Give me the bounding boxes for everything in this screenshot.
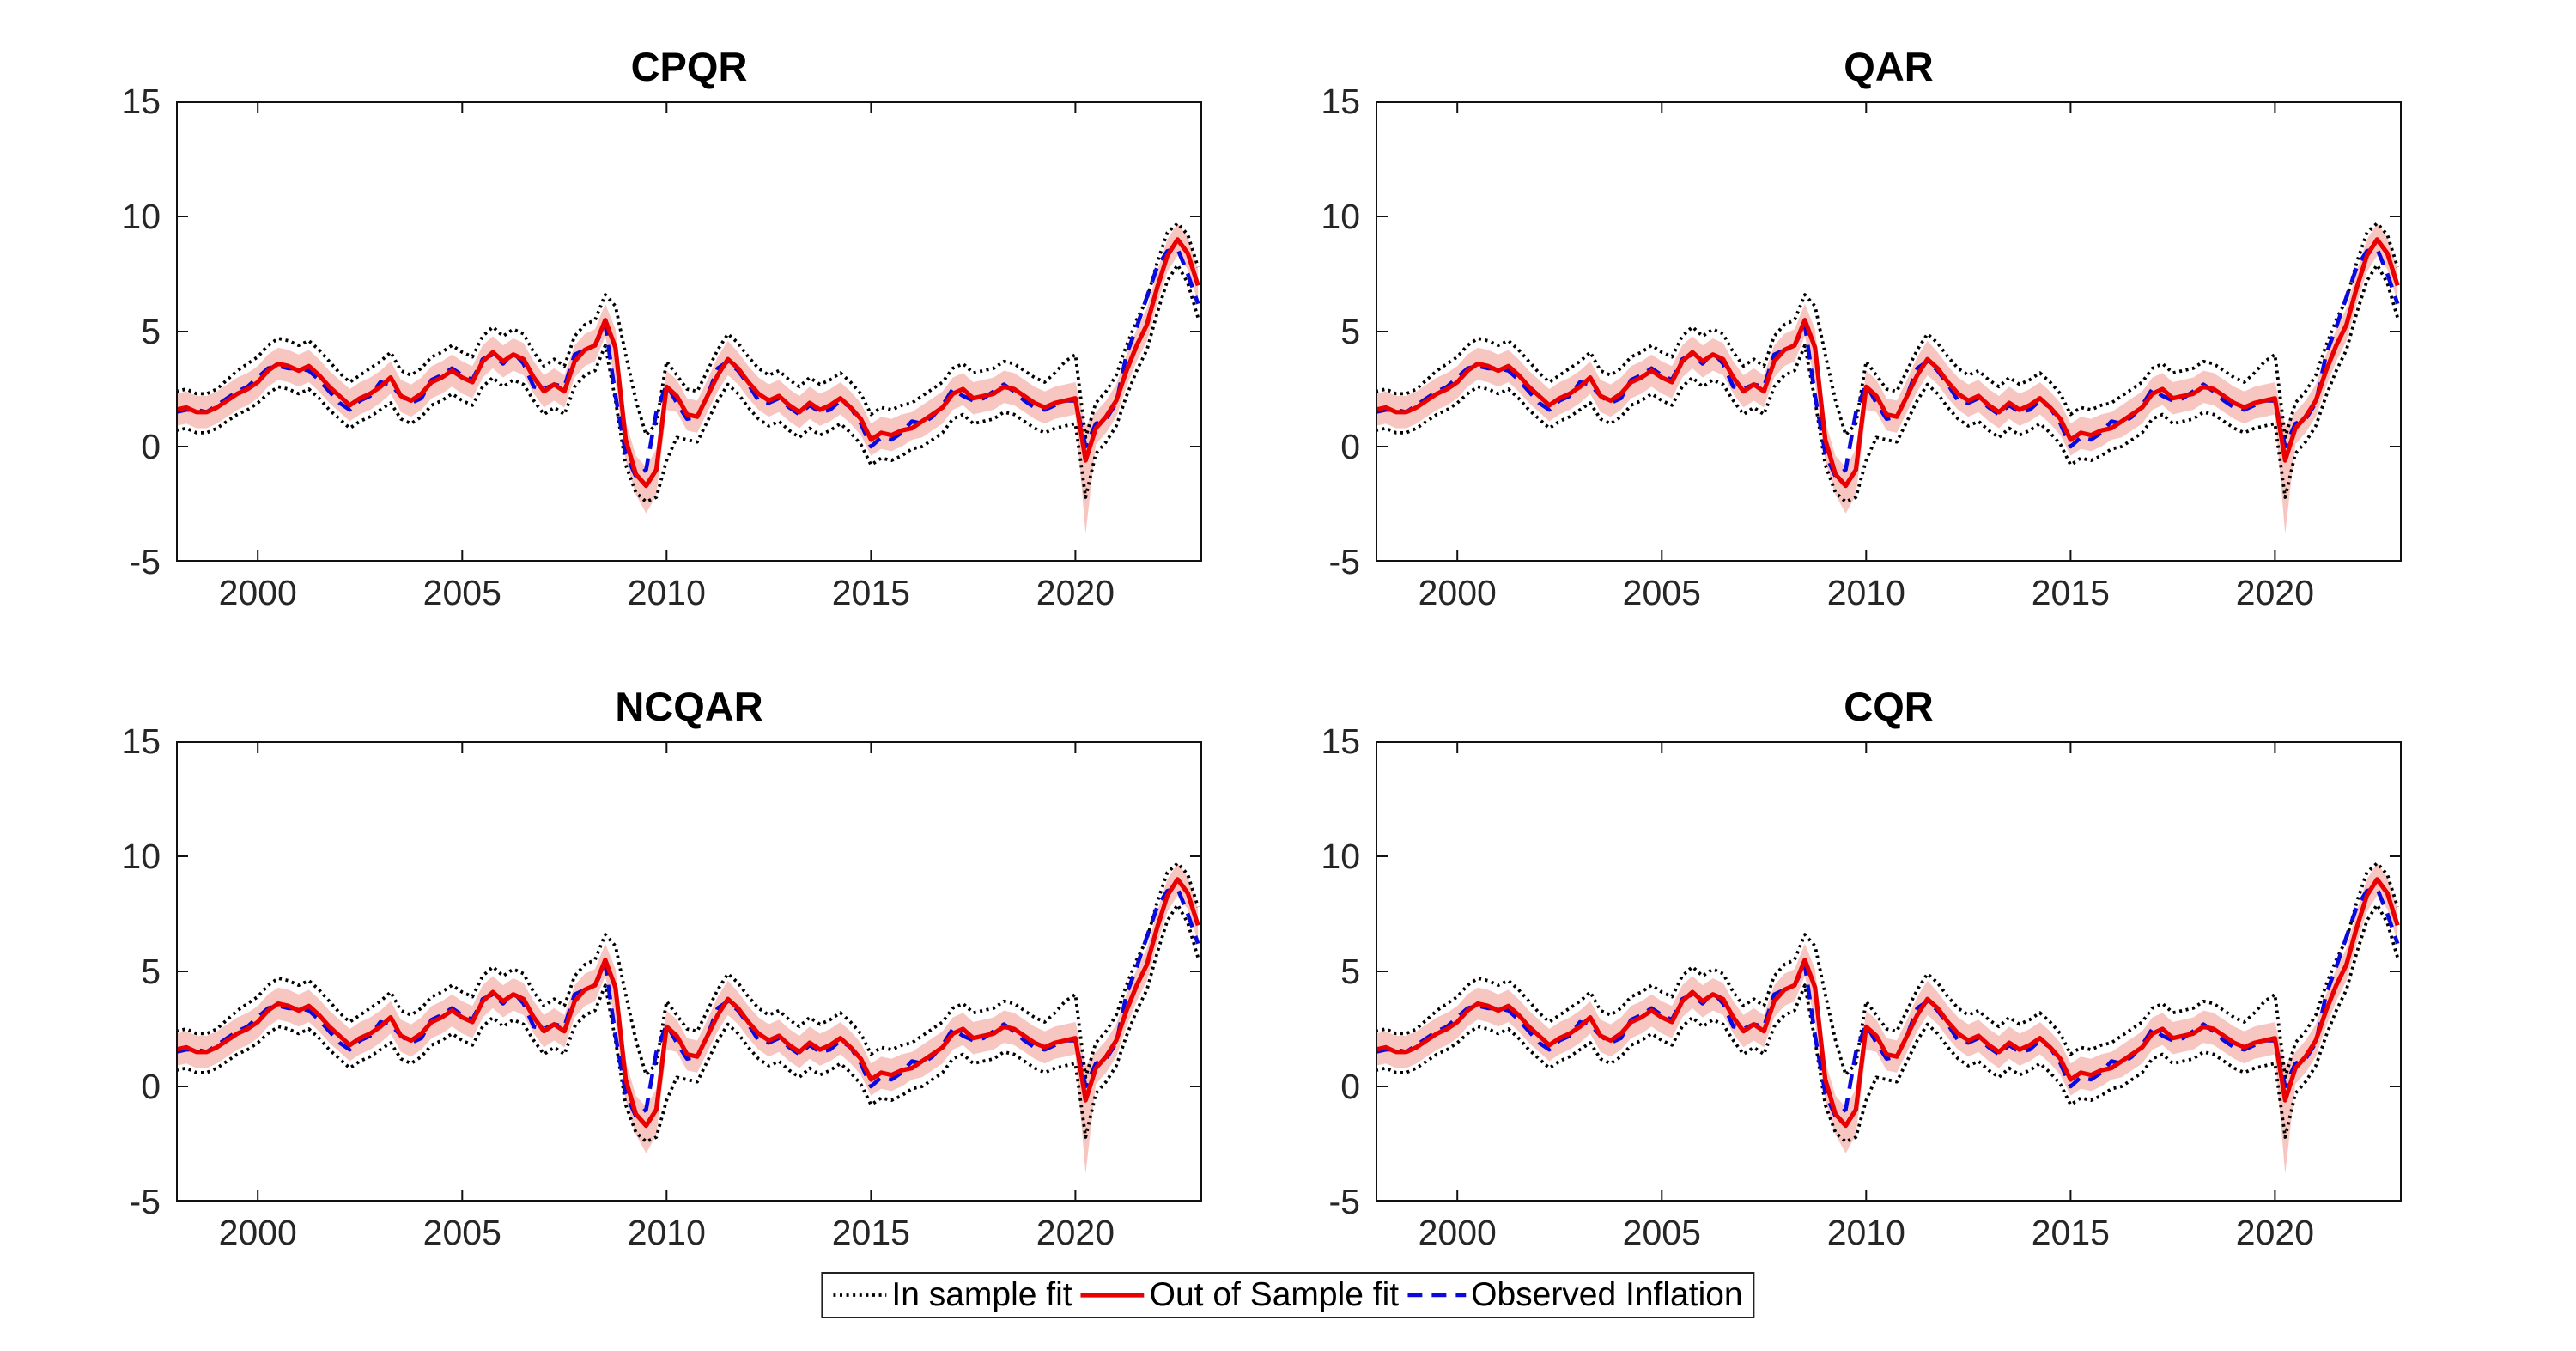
- x-tick-label: 2015: [831, 573, 910, 612]
- series-line-in-sample-fit-lower-: [176, 263, 1200, 504]
- legend-label-in-sample: In sample fit: [891, 1276, 1072, 1313]
- y-tick-label: -5: [1328, 542, 1360, 581]
- plot-svg-cqr: [1376, 741, 2402, 1202]
- legend-label-observed: Observed Inflation: [1471, 1276, 1743, 1313]
- legend-item-in-sample: In sample fit: [833, 1276, 1072, 1314]
- x-tick-label: 2015: [831, 1213, 910, 1252]
- y-tick-label: 15: [121, 82, 161, 121]
- x-tick-label: 2005: [422, 1213, 501, 1252]
- x-tick-label: 2010: [1826, 1213, 1905, 1252]
- plot-series-group: [1376, 861, 2400, 1174]
- x-tick-label: 2020: [2235, 573, 2315, 612]
- y-tick-label: 0: [141, 427, 161, 466]
- confidence-band: [176, 863, 1199, 1174]
- y-tick-label: 15: [1321, 82, 1360, 121]
- x-tick-label: 2010: [627, 1213, 706, 1252]
- axes-box: [1376, 101, 2402, 562]
- y-tick-label: -5: [1328, 1182, 1360, 1221]
- panel-cqr: CQR -5 0 5 10 15 2000 2005 2010 2015 2020: [1321, 684, 2402, 1251]
- panel-title-cqr: CQR: [1844, 684, 1934, 729]
- y-tick-label: 15: [1321, 721, 1360, 761]
- y-tick-label: -5: [129, 542, 161, 581]
- plot-series-group: [1376, 222, 2400, 534]
- series-line-in-sample-fit-upper-: [176, 861, 1200, 1080]
- x-tick-label: 2020: [2235, 1213, 2315, 1252]
- x-tick-label: 2010: [1826, 573, 1905, 612]
- x-tick-label: 2015: [2031, 573, 2110, 612]
- series-line-observed-inflation: [176, 886, 1200, 1119]
- y-tick-label: 10: [1321, 837, 1360, 876]
- y-tick-label: 5: [141, 312, 161, 351]
- axes-box: [176, 741, 1202, 1202]
- x-tick-label: 2020: [1036, 573, 1115, 612]
- series-line-observed-inflation: [1376, 886, 2400, 1119]
- y-tick-label: 10: [121, 197, 161, 236]
- series-line-in-sample-fit-lower-: [1376, 263, 2400, 504]
- legend-line-dotted-icon: [833, 1293, 887, 1297]
- x-tick-label: 2005: [1622, 573, 1701, 612]
- series-line-observed-inflation: [1376, 246, 2400, 479]
- axes-box: [176, 101, 1202, 562]
- x-tick-label: 2005: [422, 573, 501, 612]
- panel-title-cpqr: CPQR: [630, 44, 748, 89]
- legend: In sample fit Out of Sample fit Observed…: [821, 1272, 1755, 1318]
- y-tick-label: 0: [1340, 1067, 1360, 1106]
- legend-line-solid-icon: [1080, 1293, 1145, 1298]
- y-tick-label: 5: [1340, 312, 1360, 351]
- series-line-in-sample-fit-upper-: [1376, 861, 2400, 1080]
- series-line-in-sample-fit-upper-: [1376, 222, 2400, 440]
- plot-svg-cpqr: [176, 101, 1202, 562]
- panel-title-ncqar: NCQAR: [615, 684, 763, 729]
- series-line-in-sample-fit-upper-: [176, 222, 1200, 440]
- x-tick-label: 2000: [1418, 1213, 1497, 1252]
- x-tick-label: 2000: [218, 1213, 297, 1252]
- series-line-out-of-sample-fit: [1376, 237, 2400, 489]
- y-tick-label: 5: [141, 952, 161, 991]
- series-line-observed-inflation: [176, 246, 1200, 479]
- legend-item-observed: Observed Inflation: [1407, 1276, 1743, 1314]
- y-tick-label: 0: [141, 1067, 161, 1106]
- series-line-out-of-sample-fit: [176, 237, 1200, 489]
- legend-label-out-of-sample: Out of Sample fit: [1149, 1276, 1400, 1313]
- confidence-band: [1376, 223, 2398, 534]
- legend-line-dashed-icon: [1407, 1293, 1467, 1298]
- series-line-in-sample-fit-lower-: [176, 903, 1200, 1144]
- legend-item-out-of-sample: Out of Sample fit: [1080, 1276, 1400, 1314]
- panel-cpqr: CPQR -5 0 5 10 15 2000 2005 2010 2015 2020: [121, 44, 1202, 611]
- series-line-out-of-sample-fit: [1376, 877, 2400, 1129]
- y-tick-label: -5: [129, 1182, 161, 1221]
- plot-svg-ncqar: [176, 741, 1202, 1202]
- plot-svg-qar: [1376, 101, 2402, 562]
- confidence-band: [176, 223, 1199, 534]
- x-tick-label: 2000: [1418, 573, 1497, 612]
- axes-box: [1376, 741, 2402, 1202]
- plot-series-group: [176, 222, 1200, 534]
- panel-qar: QAR -5 0 5 10 15 2000 2005 2010 2015 2020: [1321, 44, 2402, 611]
- panel-ncqar: NCQAR -5 0 5 10 15 2000 2005 2010 2015 2020: [121, 684, 1202, 1251]
- y-tick-label: 15: [121, 721, 161, 761]
- y-tick-label: 0: [1340, 427, 1360, 466]
- confidence-band: [1376, 863, 2398, 1174]
- x-tick-label: 2005: [1622, 1213, 1701, 1252]
- x-tick-label: 2000: [218, 573, 297, 612]
- y-tick-label: 5: [1340, 952, 1360, 991]
- x-tick-label: 2010: [627, 573, 706, 612]
- series-line-out-of-sample-fit: [176, 877, 1200, 1129]
- panel-title-qar: QAR: [1844, 44, 1934, 89]
- plot-series-group: [176, 861, 1200, 1174]
- y-tick-label: 10: [1321, 197, 1360, 236]
- x-tick-label: 2015: [2031, 1213, 2110, 1252]
- y-tick-label: 10: [121, 837, 161, 876]
- x-tick-label: 2020: [1036, 1213, 1115, 1252]
- series-line-in-sample-fit-lower-: [1376, 903, 2400, 1144]
